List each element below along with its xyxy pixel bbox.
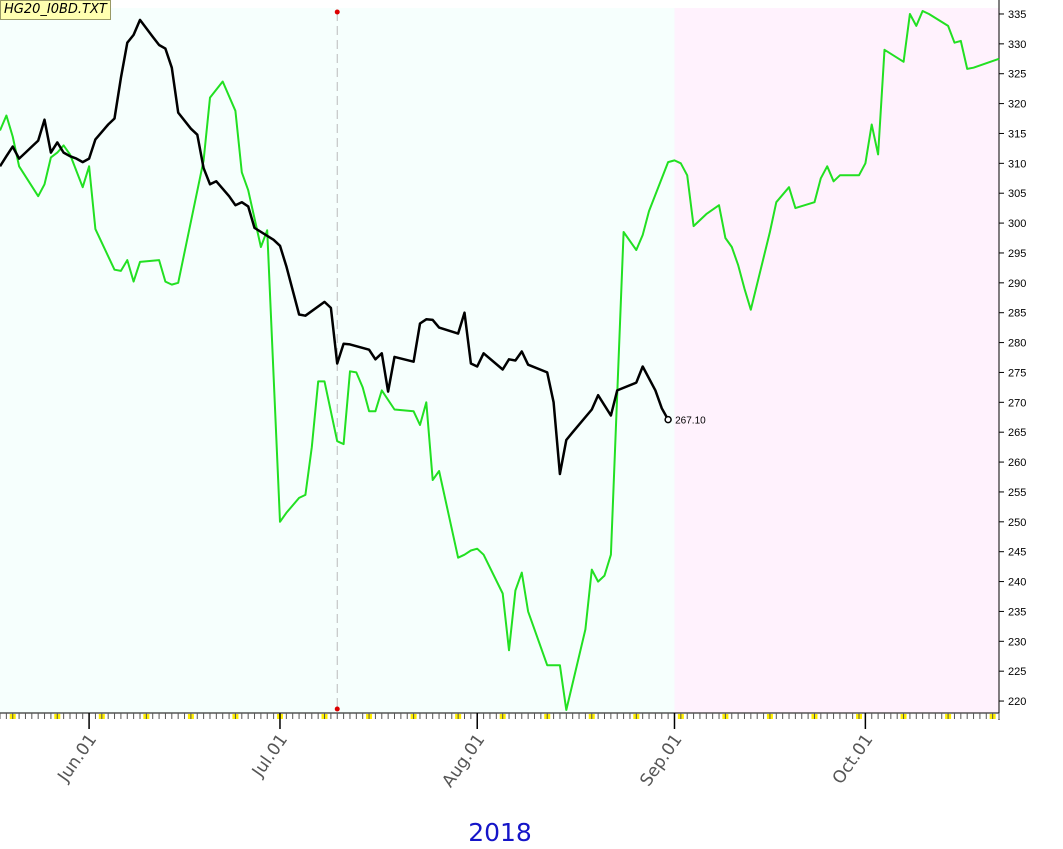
primary-series-line [0, 18, 670, 476]
y-tick-label: 275 [1008, 367, 1026, 379]
y-tick-label: 230 [1008, 636, 1026, 648]
y-tick-label: 320 [1008, 99, 1026, 111]
projection-period-background [674, 8, 999, 713]
y-tick-label: 325 [1008, 69, 1026, 81]
y-tick-label: 330 [1008, 39, 1026, 51]
x-tick-label: Jun.01 [53, 730, 101, 786]
last-value-dot [664, 415, 672, 424]
y-tick-label: 305 [1008, 188, 1026, 200]
secondary-series-line [0, 10, 1000, 711]
y-tick-label: 265 [1008, 427, 1026, 439]
y-tick-label: 290 [1008, 278, 1026, 290]
y-tick-label: 295 [1008, 248, 1026, 260]
x-axis: Jun.01 Jul.01 Aug.01 Sep.01 Oct.01 [0, 712, 1000, 791]
last-value-annotation: 267.10 [664, 415, 706, 427]
y-tick-label: 315 [1008, 128, 1026, 140]
y-tick-label: 280 [1008, 338, 1026, 350]
y-tick-label: 310 [1008, 158, 1026, 170]
y-tick-label: 240 [1008, 577, 1026, 589]
y-axis: 220 225 230 235 240 245 250 255 260 265 270 275 280 2… [998, 0, 1026, 720]
y-tick-label: 285 [1008, 308, 1026, 320]
y-tick-label: 255 [1008, 487, 1026, 499]
x-tick-label: Oct.01 [829, 730, 878, 788]
y-tick-label: 250 [1008, 517, 1026, 529]
year-label: 2018 [468, 818, 532, 847]
x-tick-label: Sep.01 [636, 730, 686, 790]
file-name-label: HG20_I0BD.TXT [0, 0, 111, 20]
y-tick-label: 225 [1008, 666, 1026, 678]
x-tick-label: Jul.01 [248, 730, 292, 781]
y-tick-label: 270 [1008, 397, 1026, 409]
y-tick-label: 300 [1008, 218, 1026, 230]
marker-top-dot [334, 9, 340, 15]
series-layer [0, 10, 1000, 711]
y-tick-label: 235 [1008, 606, 1026, 618]
y-tick-label: 260 [1008, 457, 1026, 469]
x-tick-label: Aug.01 [438, 730, 489, 791]
y-tick-label: 335 [1008, 9, 1026, 21]
y-tick-label: 245 [1008, 547, 1026, 559]
marker-bottom-dot [334, 706, 340, 712]
last-value-label: 267.10 [675, 416, 706, 427]
y-tick-label: 220 [1008, 696, 1026, 708]
